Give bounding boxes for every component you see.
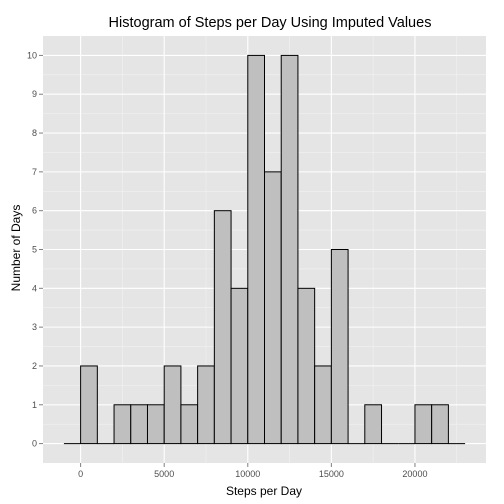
histogram-bar (230, 287, 249, 445)
histogram-bar (280, 54, 299, 445)
histogram-bar (314, 365, 332, 445)
y-tick-label: 2 (32, 361, 37, 371)
histogram-bar (213, 210, 232, 445)
y-tick-label: 7 (32, 167, 37, 177)
histogram-bar (113, 404, 132, 445)
chart-title: Histogram of Steps per Day Using Imputed… (109, 15, 432, 31)
histogram-bar (364, 404, 383, 445)
histogram-bar (146, 404, 165, 445)
histogram-bar (80, 365, 98, 445)
histogram-bar (431, 404, 449, 445)
histogram-bar (163, 365, 182, 445)
y-tick-label: 5 (32, 245, 37, 255)
histogram-bar (414, 404, 433, 445)
axes: 0 5000 10000 15000 20000 0 1 2 3 4 5 6 7 8 9 10 (27, 50, 427, 479)
histogram-bar (264, 171, 282, 445)
histogram-bar (130, 404, 148, 445)
y-tick-label: 3 (32, 322, 37, 332)
y-tick-label: 6 (32, 206, 37, 216)
x-tick-label: 10000 (235, 469, 260, 479)
histogram-bar (297, 287, 316, 445)
y-tick-label: 0 (32, 439, 37, 449)
histogram-bars (63, 54, 466, 445)
y-axis-title: Number of Days (9, 205, 23, 292)
x-axis-title: Steps per Day (226, 484, 302, 498)
y-tick-label: 8 (32, 128, 37, 138)
x-tick-label: 15000 (319, 469, 344, 479)
y-tick-label: 10 (27, 50, 37, 60)
y-tick-label: 9 (32, 89, 37, 99)
histogram-bar (180, 404, 199, 445)
x-tick-label: 20000 (402, 469, 427, 479)
y-tick-label: 4 (32, 283, 37, 293)
y-tick-label: 1 (32, 400, 37, 410)
x-tick-label: 0 (78, 469, 83, 479)
histogram-bar (330, 249, 349, 445)
histogram-bar (247, 54, 266, 445)
x-tick-label: 5000 (154, 469, 174, 479)
histogram-bar (197, 365, 215, 445)
